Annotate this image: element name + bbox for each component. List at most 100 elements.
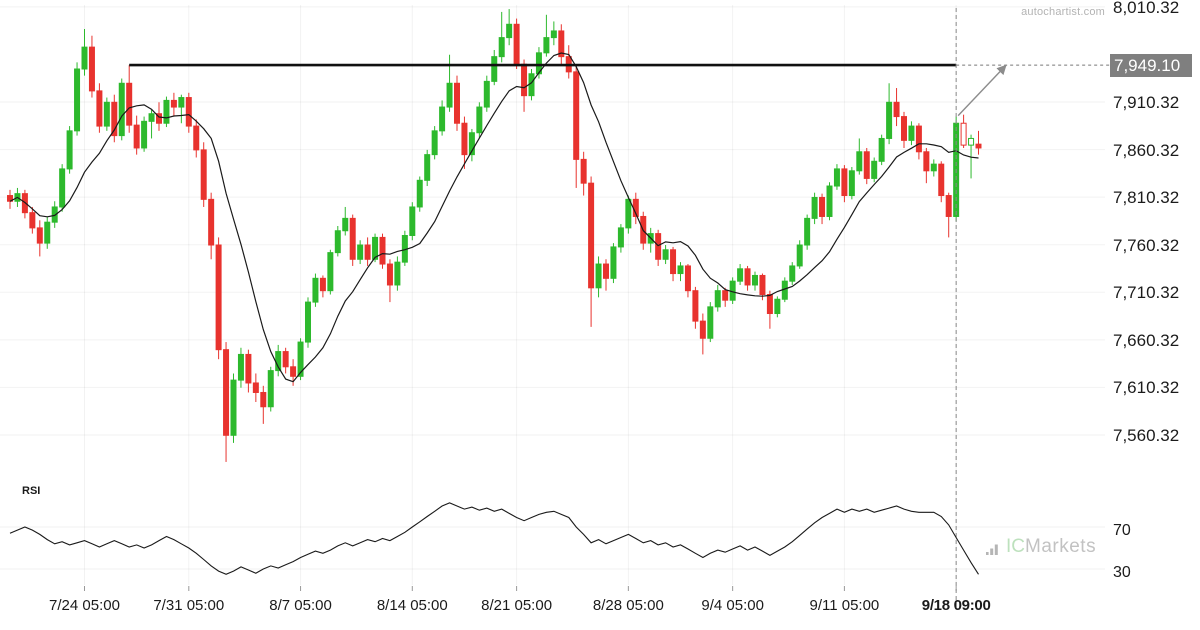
candle-down bbox=[215, 244, 222, 351]
resistance-price-tag: 7,949.10 bbox=[1110, 53, 1192, 77]
grid-layer bbox=[0, 5, 1105, 591]
candle-down bbox=[819, 196, 826, 217]
candle-down bbox=[88, 46, 95, 92]
candle-up bbox=[491, 56, 498, 82]
rsi-panel-label: RSI bbox=[22, 485, 41, 497]
candle-down bbox=[133, 124, 140, 149]
candle-down bbox=[945, 195, 952, 217]
candle-down bbox=[513, 23, 520, 65]
date-axis-label: 8/7 05:00 bbox=[269, 597, 332, 614]
candle-down bbox=[193, 125, 200, 151]
candle-up bbox=[230, 379, 237, 436]
candle-up bbox=[81, 46, 88, 70]
candle-up bbox=[856, 151, 863, 172]
price-axis-label: 7,860.32 bbox=[1113, 140, 1180, 160]
candle-down bbox=[901, 116, 907, 141]
candle-up bbox=[595, 263, 602, 289]
date-axis-label: 9/11 05:00 bbox=[809, 597, 880, 614]
candle-up bbox=[44, 221, 51, 244]
candle-down bbox=[364, 244, 371, 260]
candle-down bbox=[282, 351, 289, 368]
candle-up bbox=[163, 99, 170, 124]
candle-down bbox=[156, 113, 162, 124]
candle-down bbox=[386, 263, 393, 286]
candle-down bbox=[580, 158, 587, 184]
candle-up bbox=[908, 125, 915, 141]
candle-up bbox=[446, 82, 453, 108]
candle-up bbox=[833, 168, 840, 187]
candle-up bbox=[424, 154, 431, 181]
candle-down bbox=[208, 198, 215, 246]
candle-down bbox=[588, 182, 595, 289]
candle-down bbox=[260, 391, 267, 408]
candle-down bbox=[36, 227, 43, 244]
candle-up bbox=[535, 52, 542, 75]
candle-up bbox=[476, 106, 483, 134]
price-axis-label: 7,660.32 bbox=[1113, 330, 1180, 350]
candle-up bbox=[141, 120, 148, 149]
moving-average-line bbox=[9, 52, 979, 383]
price-axis-label: 7,910.32 bbox=[1113, 93, 1180, 112]
price-axis-label: 7,810.32 bbox=[1113, 188, 1180, 208]
candle-down bbox=[603, 263, 609, 279]
date-axis-label: 9/18 09:00 bbox=[921, 597, 991, 614]
brand-markets-text: Markets bbox=[1025, 536, 1097, 557]
candle-up bbox=[148, 113, 155, 122]
breakout-arrow bbox=[957, 64, 1007, 117]
candle-up bbox=[103, 101, 110, 127]
candle-up bbox=[237, 353, 244, 381]
candle-up bbox=[178, 97, 185, 108]
candle-up bbox=[752, 274, 758, 286]
candle-up bbox=[774, 298, 781, 315]
candle-down bbox=[245, 353, 252, 384]
candle-up bbox=[662, 249, 669, 260]
candle-down bbox=[960, 122, 967, 146]
date-axis-label: 8/14 05:00 bbox=[376, 597, 448, 614]
candle-up bbox=[118, 82, 125, 137]
candle-down bbox=[379, 236, 386, 265]
price-axis-label: 7,610.32 bbox=[1113, 378, 1180, 398]
candle-down bbox=[655, 233, 662, 260]
rsi-layer bbox=[9, 502, 979, 575]
candle-up bbox=[878, 137, 885, 162]
candle-down bbox=[185, 97, 192, 127]
date-axis-label: 8/21 05:00 bbox=[481, 597, 553, 614]
price-axis-label: 8,010.32 bbox=[1113, 0, 1180, 17]
candle-up bbox=[394, 261, 401, 286]
candle-down bbox=[252, 382, 259, 393]
candle-up bbox=[506, 23, 513, 39]
candle-down bbox=[893, 101, 900, 118]
candle-down bbox=[170, 99, 177, 108]
candle-down bbox=[29, 212, 36, 229]
candle-up bbox=[74, 68, 81, 132]
candle-down bbox=[111, 101, 118, 137]
candle-down bbox=[692, 290, 699, 322]
candle-down bbox=[521, 63, 528, 97]
candle-down bbox=[722, 290, 729, 301]
candle-up bbox=[617, 227, 624, 248]
rsi-line bbox=[9, 502, 979, 575]
candle-up bbox=[930, 163, 937, 172]
candle-up bbox=[342, 217, 349, 232]
icmarkets-logo: IC Markets bbox=[986, 537, 1096, 556]
candle-up bbox=[416, 179, 423, 208]
date-axis-label: 8/28 05:00 bbox=[592, 597, 664, 614]
candle-up bbox=[334, 230, 341, 254]
candle-down bbox=[200, 149, 207, 200]
candle-down bbox=[975, 143, 982, 149]
candle-down bbox=[684, 265, 691, 292]
candle-up bbox=[550, 30, 557, 39]
overlay-layer bbox=[9, 8, 1110, 608]
candle-up bbox=[312, 277, 319, 303]
candle-up bbox=[327, 252, 334, 292]
date-axis-label: 9/4 05:00 bbox=[701, 597, 764, 614]
price-axis-label: 7,710.32 bbox=[1113, 283, 1180, 303]
candle-up bbox=[66, 130, 73, 170]
date-axis-label: 7/24 05:00 bbox=[49, 597, 120, 614]
date-axis-label: 7/31 05:00 bbox=[153, 597, 225, 614]
candle-down bbox=[915, 125, 922, 153]
candle-down bbox=[759, 274, 766, 295]
candle-down bbox=[96, 90, 103, 127]
